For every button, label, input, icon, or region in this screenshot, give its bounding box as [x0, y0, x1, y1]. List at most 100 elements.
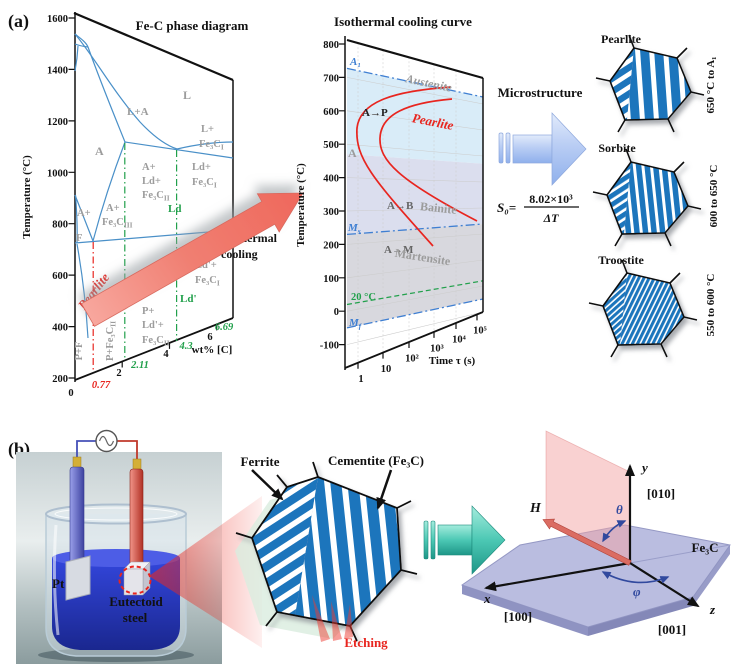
- h-label: H: [529, 501, 542, 516]
- svg-text:2: 2: [116, 368, 121, 379]
- svg-text:0: 0: [68, 388, 73, 399]
- svg-text:10⁵: 10⁵: [473, 326, 487, 337]
- svg-text:S₀=: S₀=: [497, 200, 516, 215]
- connector-right: [132, 458, 142, 471]
- microstructure-arrow-icon: [498, 112, 587, 186]
- fe3c-label: Fe₃C: [692, 540, 719, 555]
- etching-label: Etching: [344, 635, 388, 650]
- fe-c-phase-diagram: (a) Fe-C phase diagram 1600 1400 1200 10…: [8, 11, 278, 399]
- sorbite-grain: [592, 148, 702, 247]
- room-temperature-label: 20 °C: [351, 292, 376, 303]
- svg-text:800: 800: [52, 220, 68, 231]
- microstructure-title: Microstructure: [498, 85, 583, 100]
- region-a-ld-fe3c2: A+ Ld+ Fe₃CII: [142, 162, 170, 203]
- svg-text:300: 300: [323, 207, 339, 218]
- ttt-title: Isothermal cooling curve: [334, 14, 472, 29]
- ttt-curve-start: [356, 86, 452, 247]
- a1-label: A₁: [349, 56, 361, 68]
- ttt-y-tick-labels: 800 700 600 500 400 300 200 100 0 -100: [320, 40, 339, 352]
- theta-label: θ: [616, 502, 623, 517]
- svg-text:1: 1: [358, 374, 363, 385]
- phase-diagram-title: Fe-C phase diagram: [136, 18, 249, 33]
- svg-text:10²: 10²: [405, 354, 419, 365]
- region-austenite: A: [95, 144, 104, 158]
- interlamellar-spacing-formula: S₀= 8.02×10³ ΔT: [497, 192, 579, 225]
- svg-text:L+: L+: [201, 124, 214, 135]
- phase-y-axis-title: Temperature (°C): [21, 155, 33, 239]
- liquidus-line: [74, 33, 178, 150]
- phase-boundaries: [74, 33, 234, 371]
- martensite-zone: [347, 224, 483, 328]
- z-axis-label: z: [709, 602, 716, 617]
- a-to-b-label: A→B: [387, 200, 414, 212]
- eutectoid-composition: 0.77: [92, 380, 111, 391]
- svg-text:6: 6: [207, 332, 212, 343]
- pearlite-grain: [595, 34, 705, 133]
- solidus-line: [87, 46, 126, 143]
- bainite-zone: [347, 154, 483, 235]
- dir-001-label: [001]: [658, 622, 686, 637]
- phase-top-edge: [73, 11, 234, 82]
- region-p-plus-f: P+F: [74, 342, 85, 361]
- pt-plate: [65, 555, 91, 601]
- svg-text:Fe₃CII: Fe₃CII: [142, 190, 170, 203]
- transform-arrow-teal-icon: [423, 505, 506, 575]
- svg-text:Fe₃CI: Fe₃CI: [199, 139, 224, 152]
- svg-text:Fe₃CIII: Fe₃CIII: [102, 217, 133, 230]
- phase-x-axis: [74, 317, 234, 381]
- a-to-p-label: A→P: [362, 107, 388, 119]
- pt-label: Pt: [52, 576, 65, 591]
- svg-text:10: 10: [381, 364, 392, 375]
- svg-text:700: 700: [323, 73, 339, 84]
- region-liquid: L: [183, 88, 191, 102]
- eutectic-line: [124, 141, 234, 159]
- ms-line: [346, 223, 484, 236]
- svg-text:10³: 10³: [430, 344, 444, 355]
- austenite-a-label: A: [348, 146, 357, 160]
- panel-a-tag: (a): [8, 11, 29, 32]
- svg-text:1000: 1000: [47, 168, 68, 179]
- region-ledeburite: Ld: [168, 203, 181, 215]
- y-axis-label: y: [640, 460, 648, 475]
- cementite-label: Cementite (Fe₃C): [328, 453, 424, 468]
- etching-flares: [312, 595, 353, 642]
- sample-electrode-rod: [129, 468, 144, 570]
- gs-line: [74, 194, 94, 242]
- svg-text:200: 200: [52, 374, 68, 385]
- svg-text:Fe₃CI: Fe₃CI: [195, 275, 220, 288]
- x-axis-arrow: [484, 561, 631, 592]
- z-axis-arrow: [629, 562, 700, 608]
- dir-010-label: [010]: [647, 486, 675, 501]
- mf-line: [346, 298, 484, 329]
- svg-text:1200: 1200: [47, 117, 68, 128]
- beaker-rim: [45, 503, 187, 525]
- region-p-fe3c2: P+Fe₃CII: [105, 321, 118, 361]
- phi-arc: [601, 571, 670, 584]
- svg-text:Ld'+: Ld'+: [142, 320, 164, 331]
- ttt-x-ticks: [357, 314, 478, 369]
- troostite-grain: [588, 259, 698, 358]
- sample-highlight-circle: [118, 565, 152, 595]
- dir-100-label: [100]: [504, 609, 532, 624]
- svg-text:10⁴: 10⁴: [452, 335, 467, 346]
- ac-circuit: [76, 429, 138, 459]
- eutectoid-line: [74, 229, 234, 244]
- svg-text:Ld+: Ld+: [142, 176, 161, 187]
- svg-text:200: 200: [323, 240, 339, 251]
- isothermal-cooling-curve-plot: Isothermal cooling curve 800 700 600 500…: [295, 14, 487, 385]
- x-axis-label: x: [483, 591, 491, 606]
- a1-line: [346, 67, 484, 98]
- etching-experiment: (b) Pt Eutectoid steel: [8, 429, 731, 664]
- peritectic-line: [74, 43, 89, 48]
- region-ld-fe3c1: Ld+ Fe₃CI: [192, 162, 217, 190]
- svg-text:Fe₃CI: Fe₃CI: [192, 177, 217, 190]
- delta-gamma-line: [74, 45, 79, 72]
- ttt-curve-finish: [379, 98, 478, 222]
- slab-side-front: [588, 597, 693, 636]
- svg-text:Ld'+: Ld'+: [195, 260, 217, 271]
- svg-text:F: F: [76, 233, 82, 244]
- pearlite-micro-label: Pearlite: [601, 32, 642, 46]
- a-to-m-label: A→M: [384, 244, 414, 256]
- microstructure-column: Microstructure S₀= 8.02×10³ ΔT Pearlite …: [497, 32, 720, 358]
